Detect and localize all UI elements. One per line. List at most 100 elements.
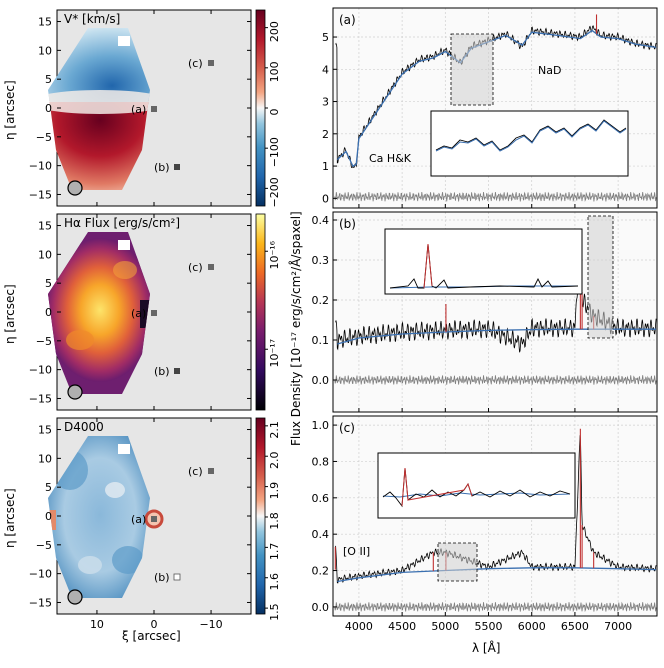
marker-b xyxy=(174,368,180,374)
map-ytick-label: −15 xyxy=(29,392,52,405)
map-ytick-label: 5 xyxy=(45,481,52,494)
inset-model xyxy=(435,120,627,152)
map-ytick-label: 0 xyxy=(45,510,52,523)
ytick-label: 0.8 xyxy=(312,455,330,468)
xtick-label: 6500 xyxy=(561,620,589,633)
map-ylabel: η [arcsec] xyxy=(3,488,17,548)
zoom-region xyxy=(450,33,494,106)
halpha-knot xyxy=(113,261,137,279)
d4000-edge-red xyxy=(48,510,56,530)
map-velocity: (a) (b) (c) V* [km/s] xyxy=(48,9,266,207)
zoom-region xyxy=(437,542,478,582)
panel-tag: (a) xyxy=(339,13,356,27)
model-line xyxy=(337,567,657,583)
axes-frame xyxy=(332,211,658,413)
map-ytick-label: 10 xyxy=(38,452,52,465)
map-d4000: (a) (b) (c) D4000 xyxy=(48,417,266,615)
inset-box xyxy=(384,228,583,295)
ytick-label: 2 xyxy=(322,128,329,141)
map-ytick-label: 15 xyxy=(38,220,52,233)
colorbar-tick-label: 10⁻¹⁶ xyxy=(268,240,281,269)
map-title: Hα Flux [erg/s/cm²] xyxy=(64,216,180,230)
map-ytick-label: −5 xyxy=(36,131,52,144)
marker-c-label: (c) xyxy=(188,465,203,478)
colorbar-tick-label: 1.6 xyxy=(268,573,281,591)
inset-emission xyxy=(401,467,473,507)
spectra-xlabel: λ [Å] xyxy=(472,640,501,655)
colorbar-tick-label: 1.9 xyxy=(268,482,281,500)
colorbar-tick-label: 10⁻¹⁷ xyxy=(268,339,281,368)
marker-b-label: (b) xyxy=(154,571,170,584)
ytick-label: 4 xyxy=(322,63,329,76)
axes-frame xyxy=(332,7,658,209)
map-ytick-label: 0 xyxy=(45,306,52,319)
colorbar-tick-label: 100 xyxy=(268,61,281,82)
map-xtick-label: 10 xyxy=(90,618,104,631)
ytick-label: 1.0 xyxy=(312,419,330,432)
spectrum-line xyxy=(335,25,657,169)
map-xtick-label: 0 xyxy=(151,618,158,631)
ytick-label: 0.0 xyxy=(312,374,330,387)
inset-emission xyxy=(423,243,433,289)
spectrum-line xyxy=(335,435,657,584)
ytick-label: 1 xyxy=(322,160,329,173)
ytick-label: 3 xyxy=(322,96,329,109)
masked-pixels xyxy=(118,240,130,250)
map-ytick-label: 10 xyxy=(38,248,52,261)
marker-c-label: (c) xyxy=(188,57,203,70)
map-ytick-label: −10 xyxy=(29,568,52,581)
map-ylabel: η [arcsec] xyxy=(3,80,17,140)
ytick-label: 0.0 xyxy=(312,601,330,614)
marker-b-label: (b) xyxy=(154,161,170,174)
colorbar-tick-label: 2.0 xyxy=(268,451,281,469)
inset-b xyxy=(384,215,614,339)
map-ytick-label: 10 xyxy=(38,44,52,57)
marker-a xyxy=(151,516,157,522)
marker-b-label: (b) xyxy=(154,365,170,378)
ytick-label: 0.4 xyxy=(312,214,330,227)
map-xlabel: ξ [arcsec] xyxy=(122,629,181,643)
marker-a xyxy=(151,310,157,316)
marker-c xyxy=(208,60,214,66)
masked-pixels xyxy=(118,444,130,454)
residual-line xyxy=(334,601,657,613)
ytick-label: 0.1 xyxy=(312,334,330,347)
residual-line xyxy=(334,191,657,203)
ytick-label: 0.2 xyxy=(312,294,330,307)
map-axis-ticks: 151050−5−10−152001000−100−200151050−5−10… xyxy=(29,10,281,631)
beam-circle xyxy=(67,180,83,196)
xtick-label: 6000 xyxy=(518,620,546,633)
map-title: D4000 xyxy=(64,420,104,434)
xtick-label: 7000 xyxy=(604,620,632,633)
inset-spectrum xyxy=(389,243,579,289)
inset-box xyxy=(377,452,576,519)
map-title: V* [km/s] xyxy=(64,12,120,26)
label-nad: NaD xyxy=(538,64,561,77)
d4000-patch xyxy=(105,482,125,498)
halpha-knot xyxy=(66,330,94,350)
map-ytick-label: −10 xyxy=(29,160,52,173)
marker-b xyxy=(173,573,181,581)
ytick-label: 0 xyxy=(322,192,329,205)
map-ytick-label: 15 xyxy=(38,16,52,29)
map-ytick-label: −5 xyxy=(36,335,52,348)
spectrum-panel-c: 1.0 0.8 0.6 0.4 0.2 0.0 4000 4500 5000 5500 6000 65… xyxy=(312,415,658,633)
ytick-label: 0.4 xyxy=(312,528,330,541)
marker-a-label: (a) xyxy=(131,307,146,320)
ytick-label: 0.3 xyxy=(312,254,330,267)
colorbar xyxy=(255,213,266,411)
axes-frame xyxy=(332,415,658,617)
colorbar-tick-label: 200 xyxy=(268,21,281,42)
colorbar-tick-label: 1.7 xyxy=(268,543,281,561)
spectra-ylabel: Flux Density [10⁻¹⁷ erg/s/cm²/Å/spaxel] xyxy=(288,211,303,446)
marker-c xyxy=(208,468,214,474)
residual-line xyxy=(334,374,657,386)
xtick-label: 5000 xyxy=(431,620,459,633)
marker-a-label: (a) xyxy=(131,103,146,116)
map-ytick-label: −15 xyxy=(29,188,52,201)
masked-pixels xyxy=(118,36,130,46)
zoom-region xyxy=(587,215,614,339)
map-ytick-label: 5 xyxy=(45,277,52,290)
d4000-patch xyxy=(78,556,102,574)
ytick-label: 0.2 xyxy=(312,565,330,578)
